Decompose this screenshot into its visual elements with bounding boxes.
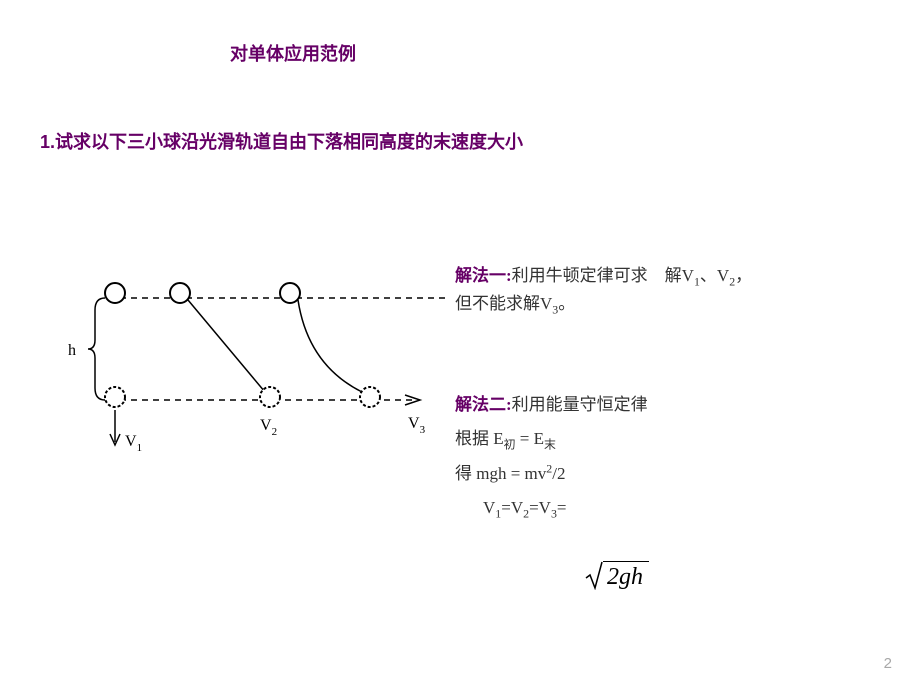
ball-3-top	[280, 283, 300, 303]
v1-label: V1	[125, 433, 142, 454]
sqrt-result: 2gh	[585, 560, 649, 591]
sol2-l4b: =V	[501, 498, 523, 517]
h-label: h	[68, 342, 76, 359]
sol2-l4d: =	[557, 498, 567, 517]
sol1-t6: 。	[558, 294, 575, 313]
solution1-label: 解法一:	[455, 266, 512, 285]
sol2-l2b: = E	[516, 429, 544, 448]
solution2-label: 解法二:	[455, 395, 512, 414]
diagram-svg: h V1 V2 V3	[60, 270, 450, 465]
problem-statement: 1.试求以下三小球沿光滑轨道自由下落相同高度的末速度大小	[40, 128, 523, 154]
ball-2-top	[170, 283, 190, 303]
sol2-l3b: /2	[552, 464, 565, 483]
sol1-t1: 利用牛顿定律可求	[512, 266, 648, 285]
solution-1: 解法一:利用牛顿定律可求 解V1、V2， 但不能求解V3。	[455, 263, 865, 320]
physics-diagram: h V1 V2 V3	[60, 270, 450, 470]
ball-1-top	[105, 283, 125, 303]
sqrt-sign-icon	[585, 560, 603, 590]
sol2-l4: V	[483, 498, 495, 517]
sol2-l2a: 根据 E	[455, 429, 504, 448]
sol1-t3: 、V	[700, 266, 729, 285]
slide-title: 对单体应用范例	[230, 40, 356, 66]
sol2-t1: 利用能量守恒定律	[512, 395, 648, 414]
sol2-l3: 得 mgh = mv	[455, 464, 546, 483]
sol1-t4: ，	[735, 266, 752, 285]
solution-2: 解法二:利用能量守恒定律 根据 E初 = E末 得 mgh = mv2/2 V1…	[455, 388, 855, 526]
sqrt-content: 2gh	[603, 561, 649, 591]
page-number: 2	[884, 655, 892, 672]
ball-1-bottom	[105, 387, 125, 407]
v3-label: V3	[408, 415, 426, 436]
sub-chu: 初	[504, 437, 516, 451]
sub-mo: 末	[544, 437, 556, 451]
v2-label: V2	[260, 417, 277, 438]
sol1-t2: 解V	[665, 266, 694, 285]
ball-2-bottom	[260, 387, 280, 407]
ball-3-bottom	[360, 387, 380, 407]
sol1-t5: 但不能求解V	[455, 294, 552, 313]
sol2-l4c: =V	[529, 498, 551, 517]
